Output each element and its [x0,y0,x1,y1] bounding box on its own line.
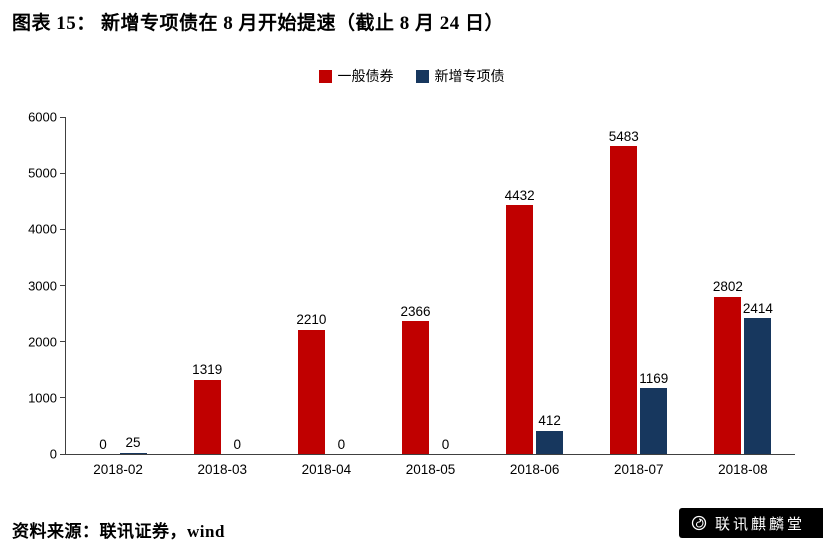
bar-general-bonds-2018-07: 5483 [609,130,639,454]
bar-special-bonds-2018-06: 412 [536,414,564,454]
bar-group-2018-03: 1319 0 2018-03 [170,117,274,477]
bar-value-label: 1319 [192,362,223,378]
y-axis-tick [60,397,66,399]
bar-value-label: 25 [125,435,141,451]
legend-label-general-bonds: 一般债券 [337,68,394,84]
legend-swatch-special-bonds [415,69,429,83]
x-axis-label: 2018-07 [614,462,664,477]
bar-value-label: 2414 [742,300,773,316]
bar-value-label: 0 [233,436,241,452]
bar-general-bonds-2018-04: 2210 [296,313,326,454]
legend-swatch-general-bonds [318,69,332,83]
bar-value-label: 1169 [639,370,669,386]
y-axis-label: 4000 [28,221,57,237]
x-axis-label: 2018-05 [405,462,456,477]
legend-item-general-bonds: 一般债券 [318,66,394,86]
bar-value-label: 0 [441,436,450,452]
y-axis-label: 2000 [28,334,57,350]
x-axis-label: 2018-06 [509,462,560,477]
bar-group-2018-04: 2210 0 2018-04 [274,117,378,477]
y-axis-tick [60,116,66,118]
legend-item-special-bonds: 新增专项债 [415,66,505,86]
y-axis-label: 1000 [28,390,57,406]
y-axis-label: 5000 [28,165,57,181]
y-axis-tick [60,228,66,230]
y-axis-label: 6000 [28,109,57,125]
x-axis-label: 2018-02 [93,462,143,477]
bar-group-2018-07: 5483 1169 2018-07 [587,117,691,477]
bar-special-bonds-2018-08: 2414 [743,302,773,454]
bar-group-2018-06: 4432 412 2018-06 [483,117,587,477]
y-axis-tick [60,172,66,174]
bar-value-label: 2802 [712,279,743,295]
y-axis-tick [60,453,66,455]
y-axis-tick [60,285,66,286]
y-axis-tick [60,341,66,343]
bar-value-label: 0 [337,436,346,452]
x-axis-label: 2018-03 [197,462,247,477]
x-axis-label: 2018-04 [301,462,352,477]
bar-group-2018-05: 2366 0 2018-05 [378,117,482,477]
y-axis-label: 3000 [28,278,57,293]
qilin-logo-icon [691,515,707,531]
legend: 一般债券 新增专项债 [0,66,823,86]
y-axis-label: 0 [49,446,57,462]
bar-value-label: 412 [538,413,561,429]
bar-general-bonds-2018-06: 4432 [505,189,535,454]
bar-general-bonds-2018-08: 2802 [713,280,743,454]
bar-groups: 0 25 2018-02 1319 0 2018-03 2210 0 2018-04 2366 0 2… [66,117,795,477]
plot-area: 0 1000 2000 3000 4000 5000 6000 0 25 2018-02 1319… [28,111,795,477]
bar-group-2018-08: 2802 2414 2018-08 [691,117,795,477]
bar-general-bonds-2018-05: 2366 [400,305,431,454]
source-note: 资料来源：联讯证券，wind [12,522,225,541]
legend-label-special-bonds: 新增专项债 [434,68,505,84]
bar-value-label: 2366 [400,303,431,319]
bar-value-label: 2210 [296,312,327,328]
watermark-badge: 联讯麒麟堂 [678,508,823,538]
bar-value-label: 0 [99,436,107,452]
bar-general-bonds-2018-03: 1319 [192,363,222,454]
x-axis-label: 2018-08 [718,462,768,477]
watermark-text: 联讯麒麟堂 [714,515,805,533]
chart-title: 图表 15： 新增专项债在 8 月开始提速（截止 8 月 24 日） [12,13,505,34]
bar-value-label: 5483 [608,128,639,144]
bar-special-bonds-2018-07: 1169 [639,372,668,454]
bar-value-label: 4432 [504,187,535,203]
bar-group-2018-02: 0 25 2018-02 [66,117,170,477]
bar-special-bonds-2018-02: 25 [119,436,147,454]
